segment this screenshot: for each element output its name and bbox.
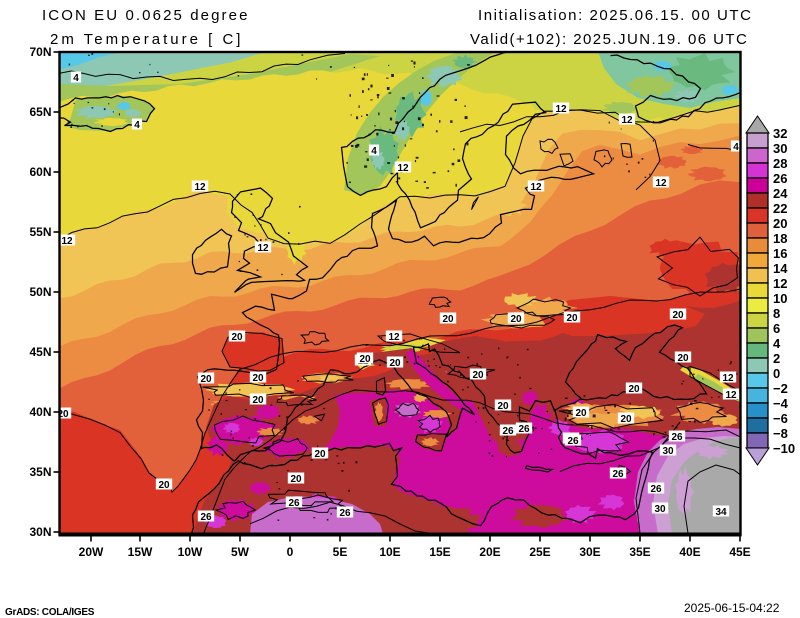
svg-text:26: 26 <box>518 424 530 435</box>
svg-text:26: 26 <box>200 512 212 523</box>
svg-text:−10: −10 <box>773 441 795 456</box>
svg-text:0: 0 <box>773 366 780 381</box>
svg-text:4: 4 <box>733 142 739 153</box>
svg-text:12: 12 <box>722 373 734 384</box>
svg-text:70N: 70N <box>29 45 51 59</box>
svg-text:20: 20 <box>359 354 371 365</box>
svg-text:Initialisation: 2025.06.15. 00: Initialisation: 2025.06.15. 00 UTC <box>478 7 753 24</box>
svg-text:45N: 45N <box>29 345 51 359</box>
svg-text:20E: 20E <box>479 545 500 559</box>
svg-text:34: 34 <box>715 507 727 518</box>
svg-text:12: 12 <box>530 182 542 193</box>
svg-text:4: 4 <box>134 120 140 131</box>
svg-text:0: 0 <box>287 545 294 559</box>
svg-text:65N: 65N <box>29 105 51 119</box>
svg-text:10W: 10W <box>178 545 203 559</box>
svg-text:20: 20 <box>290 474 302 485</box>
svg-text:26: 26 <box>339 508 351 519</box>
svg-text:10E: 10E <box>379 545 400 559</box>
svg-text:20: 20 <box>231 332 243 343</box>
svg-text:16: 16 <box>773 246 787 261</box>
svg-text:20: 20 <box>510 314 522 325</box>
svg-text:20: 20 <box>497 401 509 412</box>
svg-text:20: 20 <box>575 408 587 419</box>
svg-text:28: 28 <box>773 156 787 171</box>
svg-text:35E: 35E <box>629 545 650 559</box>
svg-text:−6: −6 <box>773 411 788 426</box>
svg-text:14: 14 <box>773 261 788 276</box>
svg-text:20: 20 <box>252 395 264 406</box>
svg-text:4: 4 <box>73 73 79 84</box>
svg-text:30N: 30N <box>29 525 51 539</box>
svg-text:12: 12 <box>194 182 206 193</box>
svg-text:4: 4 <box>773 336 781 351</box>
svg-text:30E: 30E <box>579 545 600 559</box>
svg-text:12: 12 <box>773 276 787 291</box>
svg-text:2: 2 <box>773 351 780 366</box>
svg-text:24: 24 <box>773 186 788 201</box>
svg-text:−2: −2 <box>773 381 788 396</box>
svg-text:20W: 20W <box>79 545 104 559</box>
svg-text:12: 12 <box>555 104 567 115</box>
svg-text:30: 30 <box>662 446 674 457</box>
svg-text:20: 20 <box>628 384 640 395</box>
svg-text:25E: 25E <box>529 545 550 559</box>
svg-text:15W: 15W <box>128 545 153 559</box>
svg-text:12: 12 <box>61 236 73 247</box>
svg-text:30: 30 <box>654 504 666 515</box>
svg-text:60N: 60N <box>29 165 51 179</box>
svg-text:30: 30 <box>773 141 787 156</box>
svg-text:50N: 50N <box>29 285 51 299</box>
svg-text:18: 18 <box>773 231 787 246</box>
svg-text:−4: −4 <box>773 396 789 411</box>
svg-text:55N: 55N <box>29 225 51 239</box>
svg-text:26: 26 <box>567 436 579 447</box>
svg-text:40E: 40E <box>679 545 700 559</box>
svg-text:Valid(+102): 2025.JUN.19. 06 U: Valid(+102): 2025.JUN.19. 06 UTC <box>470 31 748 48</box>
svg-text:26: 26 <box>612 469 624 480</box>
svg-text:12: 12 <box>257 243 269 254</box>
svg-text:12: 12 <box>621 115 633 126</box>
svg-text:2m Temperature [ C]: 2m Temperature [ C] <box>50 31 243 48</box>
svg-text:20: 20 <box>773 216 787 231</box>
svg-text:26: 26 <box>773 171 787 186</box>
svg-text:40N: 40N <box>29 405 51 419</box>
svg-text:20: 20 <box>389 358 401 369</box>
svg-text:20: 20 <box>314 449 326 460</box>
svg-text:32: 32 <box>773 126 787 141</box>
svg-text:20: 20 <box>57 409 69 420</box>
svg-text:26: 26 <box>650 484 662 495</box>
svg-text:22: 22 <box>773 201 787 216</box>
svg-text:−8: −8 <box>773 426 788 441</box>
svg-text:35N: 35N <box>29 465 51 479</box>
svg-text:20: 20 <box>566 313 578 324</box>
svg-text:GrADS: COLA/IGES: GrADS: COLA/IGES <box>5 607 95 618</box>
svg-text:26: 26 <box>671 432 683 443</box>
svg-text:26: 26 <box>288 498 300 509</box>
svg-text:12: 12 <box>397 163 409 174</box>
svg-text:12: 12 <box>725 390 737 401</box>
svg-text:20: 20 <box>620 414 632 425</box>
svg-text:5E: 5E <box>333 545 348 559</box>
svg-text:6: 6 <box>773 321 780 336</box>
svg-text:20: 20 <box>672 310 684 321</box>
svg-text:2025-06-15-04:22: 2025-06-15-04:22 <box>684 601 780 615</box>
svg-text:8: 8 <box>773 306 780 321</box>
svg-text:12: 12 <box>388 332 400 343</box>
svg-text:20: 20 <box>158 480 170 491</box>
svg-text:20: 20 <box>472 370 484 381</box>
svg-text:4: 4 <box>371 146 377 157</box>
svg-text:12: 12 <box>655 178 667 189</box>
svg-text:ICON EU 0.0625 degree: ICON EU 0.0625 degree <box>42 7 250 24</box>
svg-text:15E: 15E <box>429 545 450 559</box>
svg-text:20: 20 <box>442 314 454 325</box>
svg-text:45E: 45E <box>729 545 750 559</box>
svg-text:20: 20 <box>200 374 212 385</box>
svg-text:10: 10 <box>773 291 787 306</box>
svg-text:20: 20 <box>677 353 689 364</box>
svg-text:26: 26 <box>502 426 514 437</box>
svg-text:20: 20 <box>252 373 264 384</box>
svg-text:5W: 5W <box>231 545 250 559</box>
